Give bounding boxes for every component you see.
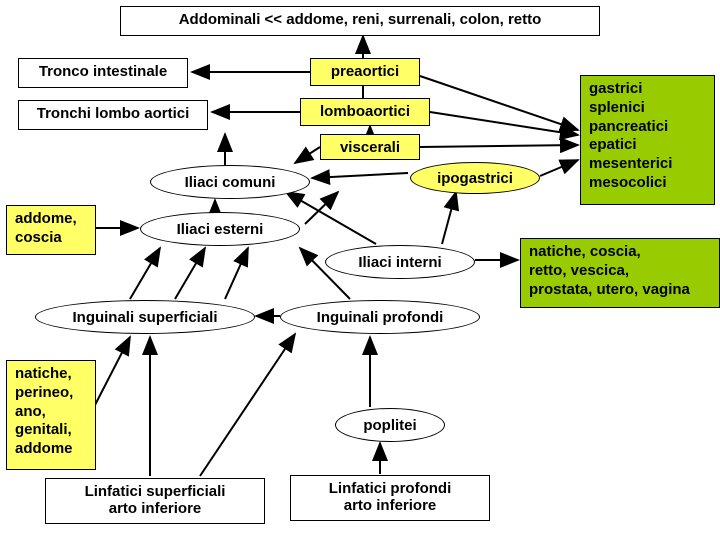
node-linf_sup: Linfatici superficialiarto inferiore — [45, 478, 265, 524]
node-ing_sup: Inguinali superficiali — [35, 300, 255, 334]
arrow-3 — [430, 112, 578, 135]
arrow-2 — [420, 76, 578, 130]
node-addome_coscia: addome,coscia — [6, 205, 96, 255]
arrow-19 — [225, 248, 248, 299]
node-tronchi_lombo: Tronchi lombo aortici — [18, 100, 208, 130]
node-viscerali: viscerali — [320, 134, 420, 160]
arrow-5 — [540, 160, 578, 176]
node-iliaci_esterni: Iliaci esterni — [140, 212, 300, 246]
node-iliaci_comuni: Iliaci comuni — [150, 165, 310, 199]
arrow-17 — [130, 248, 160, 299]
node-tronco_intestinale: Tronco intestinale — [18, 58, 188, 88]
arrow-14 — [286, 192, 376, 244]
arrow-16 — [442, 192, 456, 244]
node-natiche_perineo: natiche,perineo,ano,genitali,addome — [6, 360, 96, 470]
arrow-8 — [295, 147, 320, 163]
node-preaortici: preaortici — [310, 58, 420, 86]
node-iliaci_interni: Iliaci interni — [325, 245, 475, 279]
arrow-13 — [305, 192, 338, 224]
arrow-4 — [420, 145, 578, 147]
node-poplitei: poplitei — [335, 408, 445, 442]
node-lomboaortici: lomboaortici — [300, 98, 430, 126]
arrow-21 — [95, 337, 130, 405]
arrow-18 — [175, 248, 205, 299]
diagram-stage: Addominali << addome, reni, surrenali, c… — [0, 0, 720, 540]
arrow-9 — [312, 173, 408, 178]
arrow-23 — [200, 334, 295, 476]
title-box: Addominali << addome, reni, surrenali, c… — [120, 6, 600, 36]
node-linf_prof: Linfatici profondiarto inferiore — [290, 475, 490, 521]
node-ing_prof: Inguinali profondi — [280, 300, 480, 334]
node-ipogastrici: ipogastrici — [410, 162, 540, 194]
node-gastrici: gastricisplenici pancreaticiepaticimesen… — [580, 75, 715, 205]
node-natiche_coscia: natiche, coscia,retto, vescica,prostata,… — [520, 238, 720, 308]
